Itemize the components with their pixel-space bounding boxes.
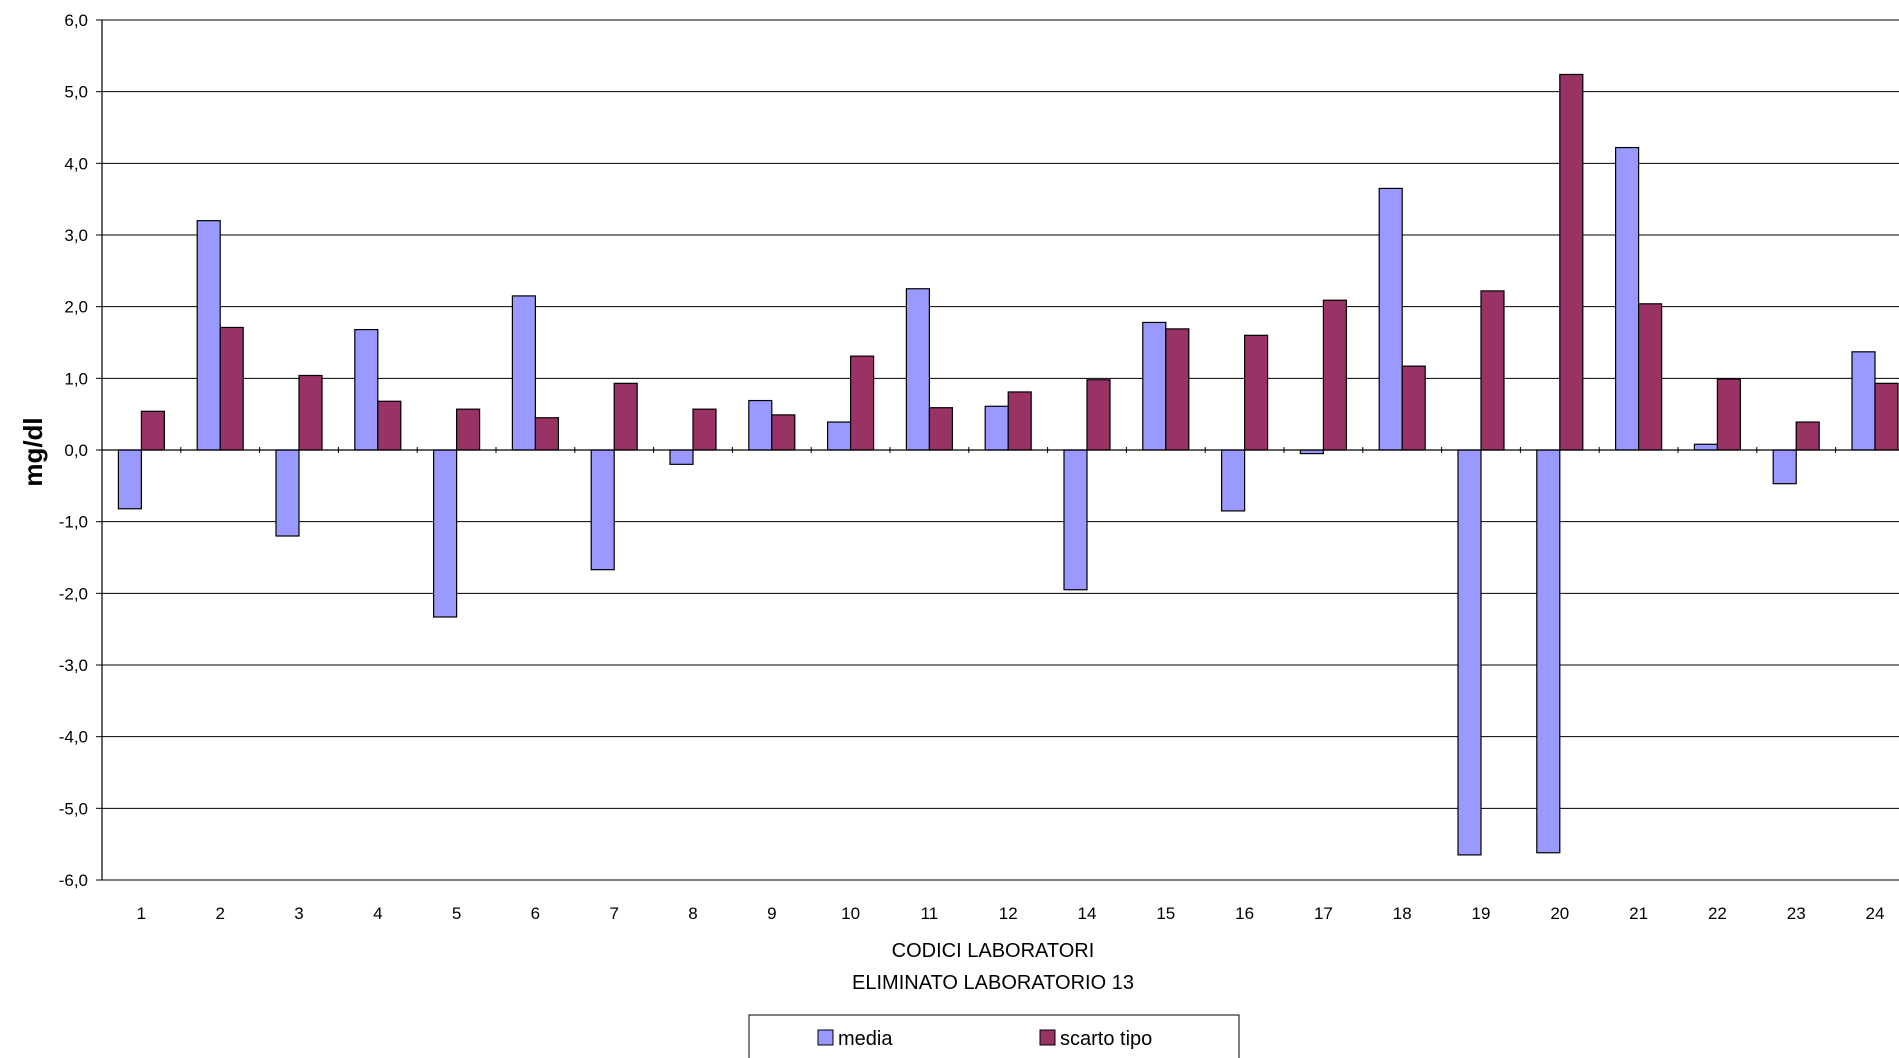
x-tick-label: 2: [215, 904, 224, 923]
x-tick-labels: 1 2 3 4 5 6 7 8 9 10 11 12 14 15 16 17 18 19 20 21 22 23 24: [137, 904, 1885, 923]
bar-scarto-tipo-7: [613, 382, 638, 451]
x-axis-title: CODICI LABORATORI: [892, 940, 1095, 962]
x-tick-label: 4: [373, 904, 382, 923]
y-tick-label: 3,0: [64, 226, 88, 245]
bar-scarto-tipo-2: [219, 326, 244, 451]
x-tick-label: 23: [1787, 904, 1806, 923]
x-tick-label: 14: [1078, 904, 1097, 923]
legend-swatch-scarto-tipo: [1039, 1029, 1056, 1046]
bar-scarto-tipo-12: [1007, 391, 1032, 451]
y-tick-label: 2,0: [64, 298, 88, 317]
x-tick-label: 11: [921, 904, 939, 923]
x-tick-label: 7: [609, 904, 618, 923]
bar-scarto-tipo-23: [1795, 421, 1820, 451]
bar-scarto-tipo-4: [377, 400, 402, 451]
bar-media-15: [1142, 321, 1167, 451]
bar-media-23: [1772, 449, 1797, 485]
bar-scarto-tipo-22: [1716, 378, 1742, 451]
x-tick-label: 17: [1314, 904, 1333, 923]
x-tick-label: 6: [531, 904, 540, 923]
axes: [101, 20, 1899, 880]
x-tick-label: 8: [688, 904, 697, 923]
bar-media-21: [1614, 146, 1640, 451]
bar-scarto-tipo-3: [298, 374, 323, 451]
x-tick-label: 19: [1472, 904, 1491, 923]
y-tick-label: 4,0: [64, 154, 88, 173]
bar-scarto-tipo-10: [849, 355, 875, 451]
bar-media-18: [1378, 187, 1403, 451]
bar-media-6: [511, 295, 537, 451]
y-tick-label: -1,0: [59, 513, 88, 532]
x-tick-label: 24: [1866, 904, 1885, 923]
legend-label-scarto-tipo: scarto tipo: [1060, 1028, 1152, 1050]
y-tick-label: 5,0: [64, 83, 88, 102]
bar-media-20: [1536, 449, 1561, 854]
bar-scarto-tipo-24: [1874, 382, 1899, 451]
bar-scarto-tipo-16: [1243, 334, 1269, 451]
bar-media-22: [1693, 443, 1719, 451]
bar-scarto-tipo-5: [456, 408, 481, 451]
bar-scarto-tipo-21: [1637, 303, 1663, 451]
x-tick-label: 1: [137, 904, 146, 923]
bar-scarto-tipo-9: [771, 414, 796, 451]
y-tick-label: -5,0: [59, 799, 88, 818]
bar-scarto-tipo-19: [1480, 290, 1505, 451]
x-tick-label: 12: [999, 904, 1018, 923]
bar-media-24: [1851, 351, 1876, 451]
bar-media-3: [275, 449, 300, 537]
x-tick-label: 22: [1708, 904, 1727, 923]
x-tick-label: 18: [1393, 904, 1412, 923]
bar-scarto-tipo-1: [140, 410, 165, 451]
bar-media-8: [669, 449, 694, 465]
x-tick-label: 16: [1235, 904, 1254, 923]
bar-media-19: [1457, 449, 1482, 856]
bar-scarto-tipo-20: [1559, 73, 1584, 451]
bar-media-7: [590, 449, 615, 571]
x-tick-label: 3: [294, 904, 303, 923]
x-tick-label: 5: [452, 904, 461, 923]
x-tick-label: 9: [767, 904, 776, 923]
x-axis-subtitle: ELIMINATO LABORATORIO 13: [852, 972, 1134, 994]
bar-media-14: [1063, 449, 1088, 591]
bar-scarto-tipo-14: [1086, 379, 1111, 451]
y-tick-label: 0,0: [64, 441, 88, 460]
x-tick-label: 10: [841, 904, 860, 923]
y-axis-title: mg/dl: [18, 417, 48, 486]
bar-media-10: [826, 421, 852, 451]
y-tick-label: -3,0: [59, 656, 88, 675]
bar-media-9: [748, 399, 773, 451]
y-tick-label: 1,0: [64, 369, 88, 388]
bar-media-16: [1220, 449, 1246, 512]
y-tick-labels: -6,0 -5,0 -4,0 -3,0 -2,0 -1,0 0,0 1,0 2,0 3,0 4,0 5…: [59, 11, 88, 890]
legend-label-media: media: [838, 1028, 893, 1050]
bar-media-12: [984, 405, 1009, 451]
legend-swatch-media: [817, 1029, 834, 1046]
bars: [117, 73, 1899, 856]
bar-scarto-tipo-6: [534, 417, 560, 451]
bar-media-2: [196, 220, 221, 451]
x-tick-label: 20: [1550, 904, 1569, 923]
legend: media scarto tipo: [748, 1014, 1240, 1058]
bar-media-11: [905, 288, 931, 451]
bar-media-5: [433, 449, 458, 618]
x-tick-label: 21: [1629, 904, 1648, 923]
bar-scarto-tipo-18: [1401, 365, 1426, 451]
bar-scarto-tipo-17: [1322, 299, 1348, 451]
bar-media-1: [117, 449, 143, 510]
y-tick-label: -6,0: [59, 871, 88, 890]
x-tick-label: 15: [1156, 904, 1175, 923]
bar-scarto-tipo-11: [928, 407, 954, 451]
bar-scarto-tipo-8: [692, 408, 717, 451]
bar-media-4: [354, 329, 379, 451]
y-tick-label: -2,0: [59, 584, 88, 603]
bar-scarto-tipo-15: [1165, 328, 1190, 451]
y-tick-label: -4,0: [59, 728, 88, 747]
y-tick-label: 6,0: [64, 11, 88, 30]
